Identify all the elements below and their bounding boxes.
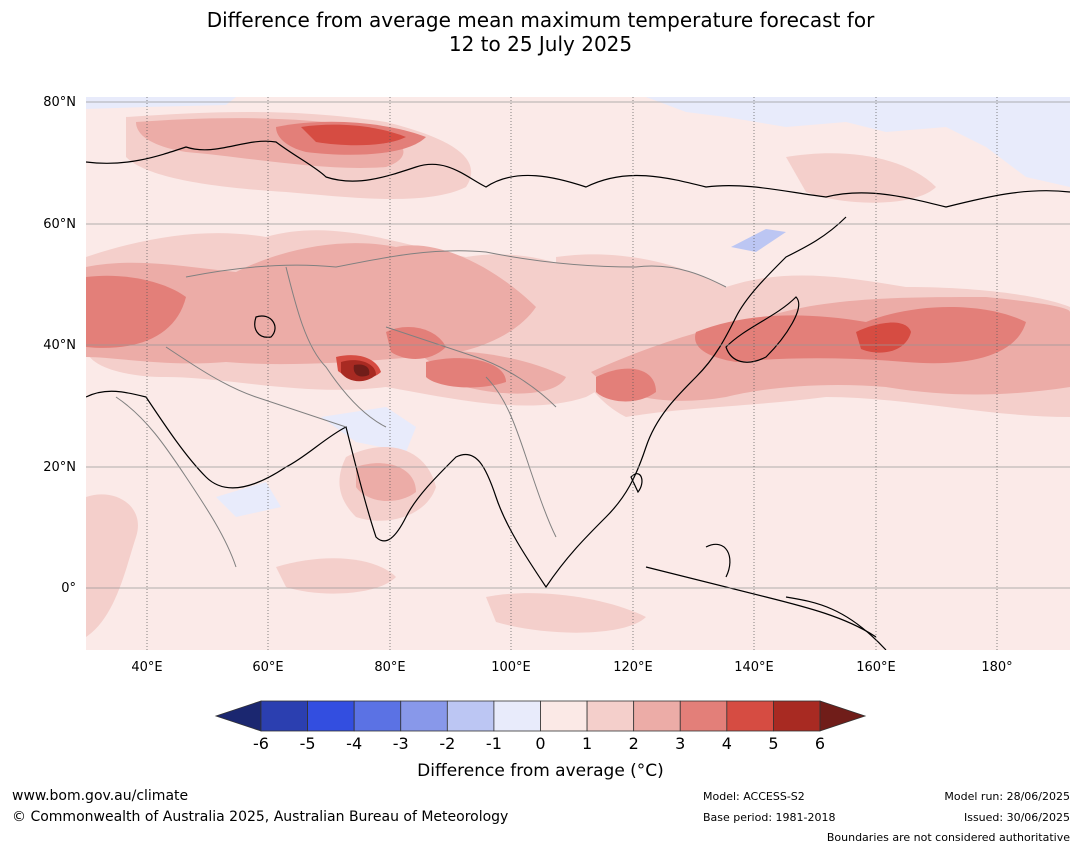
disclaimer-text: Boundaries are not considered authoritat… (826, 831, 1070, 844)
lon-label-40e: 40°E (131, 660, 163, 675)
colorbar-extend-high (819, 700, 867, 732)
lon-label-100e: 100°E (491, 660, 531, 675)
lon-label-160e: 160°E (856, 660, 896, 675)
colorbar-tick-label: -4 (346, 734, 363, 753)
colorbar-tick-label: -3 (392, 734, 409, 753)
colorbar-cell (540, 700, 588, 732)
colorbar-tick-label: 2 (628, 734, 639, 753)
graticule (86, 101, 1070, 589)
colorbar-cell (773, 700, 821, 732)
colorbar-tick-label: -1 (485, 734, 502, 753)
colorbar-cell (307, 700, 355, 732)
base-period-text: Base period: 1981-2018 (703, 811, 836, 824)
colorbar-tick-label: -6 (253, 734, 269, 753)
colorbar-cell (726, 700, 774, 732)
lat-label-40n: 40°N (43, 338, 76, 353)
model-run-text: Model run: 28/06/2025 (944, 790, 1070, 803)
colorbar-label: Difference from average (°C) (417, 761, 664, 781)
lat-label-0: 0° (61, 581, 76, 596)
colorbar-cell (400, 700, 448, 732)
colorbar-cell (493, 700, 541, 732)
map-svg (86, 97, 1070, 650)
colorbar-cell (353, 700, 402, 732)
colorbar-cell (586, 700, 635, 732)
colorbar-tick-label: 3 (675, 734, 686, 753)
colorbar (214, 700, 867, 732)
map-title: Difference from average mean maximum tem… (0, 8, 1081, 56)
lon-label-80e: 80°E (374, 660, 406, 675)
website-link[interactable]: www.bom.gov.au/climate (12, 788, 189, 804)
anomaly-hotspot-layer (341, 360, 376, 382)
copyright-text: © Commonwealth of Australia 2025, Austra… (12, 809, 509, 825)
coastlines (86, 140, 1070, 650)
lat-label-20n: 20°N (43, 460, 76, 475)
lat-label-60n: 60°N (43, 217, 76, 232)
lon-label-120e: 120°E (613, 660, 653, 675)
colorbar-tick-label: 5 (768, 734, 779, 753)
forecast-map (86, 97, 1070, 650)
lon-label-180: 180° (981, 660, 1013, 675)
colorbar-tick-label: 1 (581, 734, 593, 753)
lon-label-140e: 140°E (734, 660, 774, 675)
colorbar-cell (446, 700, 495, 732)
colorbar-extend-low (214, 700, 262, 732)
colorbar-cell (633, 700, 681, 732)
colorbar-tick-label: 0 (535, 734, 546, 753)
colorbar-tick-label: -2 (439, 734, 456, 753)
colorbar-tick-label: 6 (814, 734, 826, 753)
lon-label-60e: 60°E (252, 660, 284, 675)
colorbar-tick-label: 4 (721, 734, 732, 753)
issued-text: Issued: 30/06/2025 (963, 811, 1070, 824)
model-text: Model: ACCESS-S2 (703, 790, 805, 803)
title-line-2: 12 to 25 July 2025 (448, 32, 633, 56)
meridians (146, 97, 998, 650)
colorbar-tick-label: -5 (299, 734, 316, 753)
title-line-1: Difference from average mean maximum tem… (206, 8, 875, 32)
country-borders (115, 250, 727, 568)
cool-anomaly-layer (86, 97, 1070, 517)
colorbar-cell (260, 700, 308, 732)
lat-label-80n: 80°N (43, 95, 76, 110)
colorbar-cells (214, 700, 867, 732)
colorbar-cell (679, 700, 728, 732)
